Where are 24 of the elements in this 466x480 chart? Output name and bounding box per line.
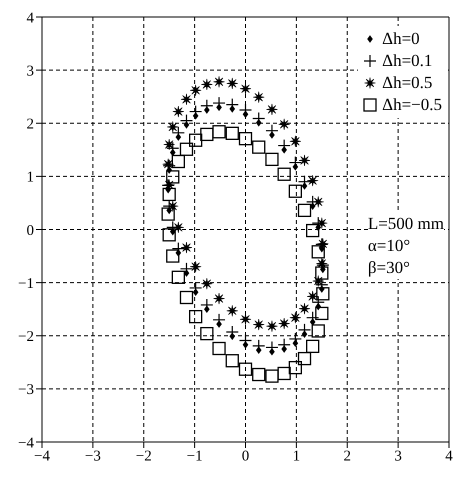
x-tick-label: 0 <box>242 448 250 465</box>
legend-label: Δh=0 <box>382 28 420 50</box>
annotation: L=500 mm <box>368 213 444 235</box>
y-tick-label: −2 <box>18 329 34 346</box>
y-tick-label: −3 <box>18 382 34 398</box>
y-tick-label: 4 <box>26 10 34 26</box>
y-tick-label: −1 <box>18 276 34 292</box>
annotation: β=30° <box>368 257 411 279</box>
y-tick-label: 2 <box>26 116 34 133</box>
legend-label: Δh=−0.5 <box>382 94 442 116</box>
y-tick-label: −4 <box>18 435 34 452</box>
x-tick-label: 4 <box>445 448 454 465</box>
x-tick-label: 3 <box>394 448 402 465</box>
legend-label: Δh=0.5 <box>382 72 432 94</box>
x-tick-label: 1 <box>292 448 300 465</box>
x-tick-label: −2 <box>136 448 152 465</box>
x-tick-label: −3 <box>84 448 101 465</box>
annotation: α=10° <box>368 235 412 257</box>
x-tick-label: −1 <box>186 448 203 465</box>
y-tick-label: 1 <box>26 170 34 186</box>
legend-label: Δh=0.1 <box>382 50 432 72</box>
y-tick-label: 0 <box>26 222 34 239</box>
x-tick-label: 2 <box>344 448 351 465</box>
y-tick-label: 3 <box>26 63 34 80</box>
